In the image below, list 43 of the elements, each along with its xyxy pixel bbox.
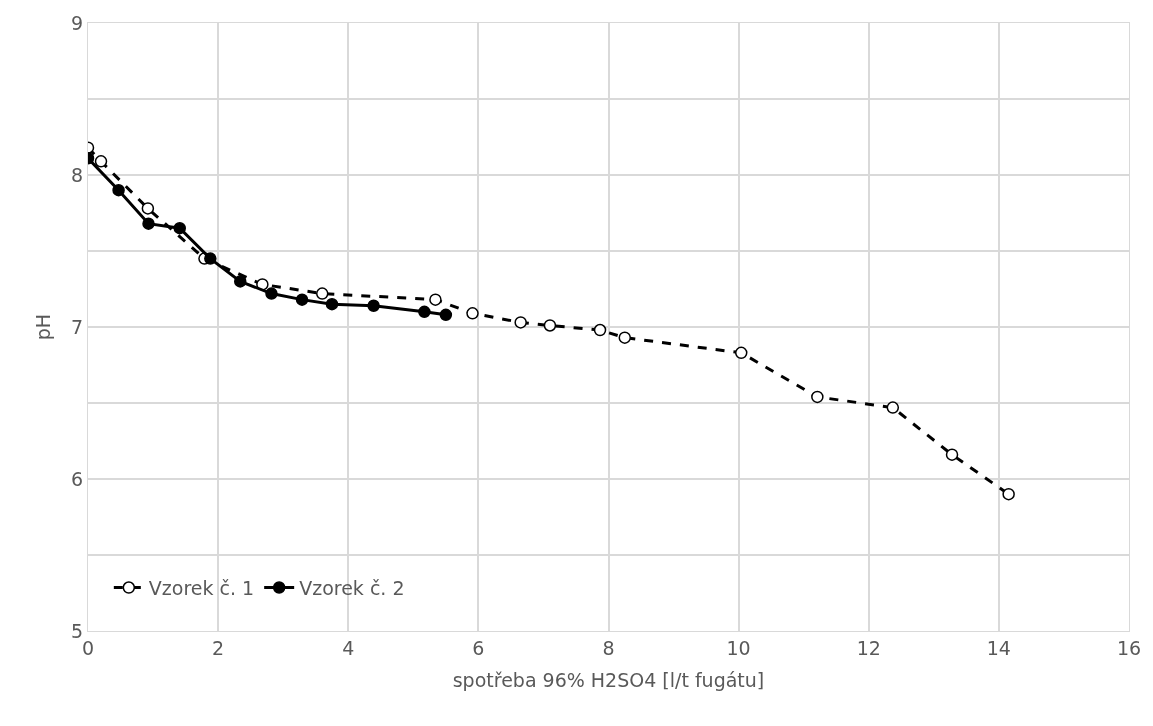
point	[142, 217, 155, 230]
x-tick-label: 14	[986, 636, 1011, 659]
point	[543, 319, 557, 332]
x-tick-label: 10	[726, 636, 751, 659]
x-axis-title: spotřeba 96% H2SO4 [l/t fugátu]	[452, 668, 765, 691]
point	[945, 448, 959, 461]
point	[234, 275, 247, 288]
x-tick-label: 6	[472, 636, 485, 659]
point	[141, 202, 155, 215]
point	[734, 346, 748, 360]
x-tick-label: 8	[602, 636, 615, 659]
point	[811, 390, 824, 404]
legend-label: Vzorek č. 1	[148, 576, 255, 599]
y-axis-title: pH	[31, 313, 54, 341]
y-tick-label: 5	[71, 619, 84, 642]
point	[466, 307, 479, 320]
x-tick-label: 2	[212, 636, 225, 659]
point	[94, 155, 108, 168]
point	[173, 221, 186, 235]
point	[265, 287, 278, 300]
point	[204, 252, 217, 265]
point	[1002, 487, 1015, 501]
point	[418, 305, 431, 319]
point	[886, 401, 900, 414]
point	[618, 331, 632, 344]
legend-label: Vzorek č. 2	[299, 576, 405, 599]
x-tick-label: 4	[342, 636, 355, 659]
point	[593, 323, 607, 337]
point	[325, 297, 339, 311]
point	[439, 308, 453, 322]
point	[295, 293, 309, 306]
x-tick-label: 12	[856, 636, 881, 659]
y-tick-label: 6	[71, 467, 84, 490]
point	[315, 287, 329, 300]
y-tick-label: 7	[71, 315, 84, 338]
x-tick-label: 16	[1116, 636, 1142, 659]
y-tick-label: 8	[71, 163, 84, 186]
x-tick-label: 0	[81, 636, 95, 659]
point	[514, 316, 527, 329]
y-tick-label: 9	[71, 11, 84, 34]
point	[429, 293, 442, 306]
point	[367, 299, 380, 312]
point	[112, 183, 125, 197]
